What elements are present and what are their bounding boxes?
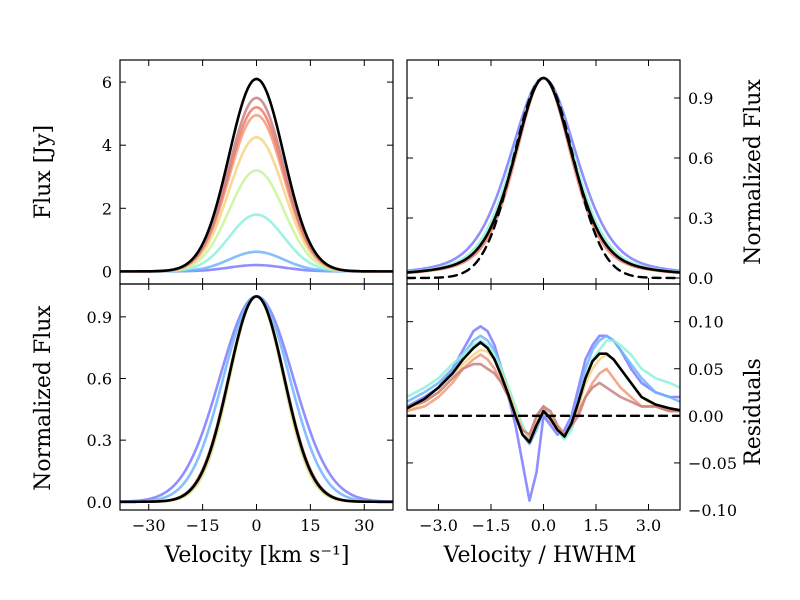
series-epoch-6 — [120, 115, 393, 271]
x-tick-label: −15 — [186, 516, 220, 535]
series-group — [407, 326, 680, 500]
series-epoch-7 — [120, 107, 393, 271]
y-tick-label: 0.6 — [688, 149, 713, 168]
y-tick-label: 4 — [102, 136, 112, 155]
series-epoch-1 — [120, 296, 393, 501]
series-epoch-2 — [120, 296, 393, 501]
series-epoch-1 — [407, 78, 680, 271]
x-tick-label: 0.0 — [531, 516, 556, 535]
y-tick-label: 0.9 — [688, 89, 713, 108]
y-tick-label: 0.3 — [87, 431, 112, 450]
x-tick-label: −1.5 — [472, 516, 511, 535]
y-tick-label: 0.9 — [87, 308, 112, 327]
series-epoch-3 — [407, 78, 680, 272]
series-group — [407, 78, 680, 278]
xlabel-bottom-left: Velocity [km s⁻¹] — [164, 543, 350, 568]
series-mean — [120, 296, 393, 501]
y-tick-label: −0.10 — [688, 501, 737, 520]
x-tick-label: 30 — [354, 516, 374, 535]
x-tick-label: 3.0 — [636, 516, 661, 535]
y-tick-label: 0 — [102, 262, 112, 281]
ylabel-bottom-right: Residuals — [741, 358, 766, 466]
panel-top-right: 0.0 0.3 0.6 0.9 — [407, 60, 713, 288]
y-tick-label: 0.05 — [688, 360, 724, 379]
x-tick-label: −3.0 — [419, 516, 458, 535]
x-tick-label: −30 — [132, 516, 166, 535]
ylabel-top-right: Normalized Flux — [741, 79, 766, 265]
y-tick-label: 6 — [102, 73, 112, 92]
series-epoch-7 — [407, 78, 680, 273]
series-epoch-8 — [120, 296, 393, 501]
axes-frame — [120, 284, 393, 510]
panel-top-left: 0 2 4 6 — [102, 60, 393, 284]
series-epoch-2 — [120, 252, 393, 272]
figure: 0246 0.00.30.60.9 −30 −15 0 15 300.00.30.60.… — [0, 0, 800, 600]
y-tick-label: 0.00 — [688, 407, 724, 426]
xlabel-bottom-right: Velocity / HWHM — [443, 543, 637, 568]
series-mean — [407, 78, 680, 272]
axes-frame — [407, 60, 680, 284]
ylabel-top-left: Flux [Jy] — [31, 125, 56, 219]
series-epoch-3 — [120, 215, 393, 272]
y-tick-label: 0.10 — [688, 313, 724, 332]
series-epoch-5 — [407, 78, 680, 272]
y-tick-label: 0.0 — [688, 269, 713, 288]
axes-frame — [407, 284, 680, 510]
series-group — [120, 79, 393, 271]
series-mean — [407, 342, 680, 442]
series-epoch-8 — [120, 98, 393, 272]
x-tick-label: 0 — [251, 516, 261, 535]
axes-frame — [120, 60, 393, 284]
y-tick-label: −0.05 — [688, 454, 737, 473]
panel-bottom-right: −3.0 −1.5 0.0 1.5 3.0 −0.10 −0.05 0.00 0.05 0.10 — [407, 284, 737, 535]
series-epoch-6 — [120, 296, 393, 501]
panel-bottom-left: −30 −15 0 15 30 0.0 0.3 0.6 0.9 — [87, 284, 393, 535]
y-tick-label: 0.3 — [688, 209, 713, 228]
y-tick-label: 2 — [102, 199, 112, 218]
y-tick-label: 0.0 — [87, 493, 112, 512]
series-gaussian-fit — [407, 78, 680, 278]
series-epoch-4 — [120, 296, 393, 501]
series-epoch-4 — [120, 170, 393, 271]
series-group — [120, 296, 393, 501]
x-tick-label: 15 — [300, 516, 320, 535]
ylabel-bottom-left: Normalized Flux — [31, 305, 56, 491]
x-tick-label: 1.5 — [583, 516, 608, 535]
y-tick-label: 0.6 — [87, 370, 112, 389]
series-epoch-2 — [407, 336, 680, 444]
